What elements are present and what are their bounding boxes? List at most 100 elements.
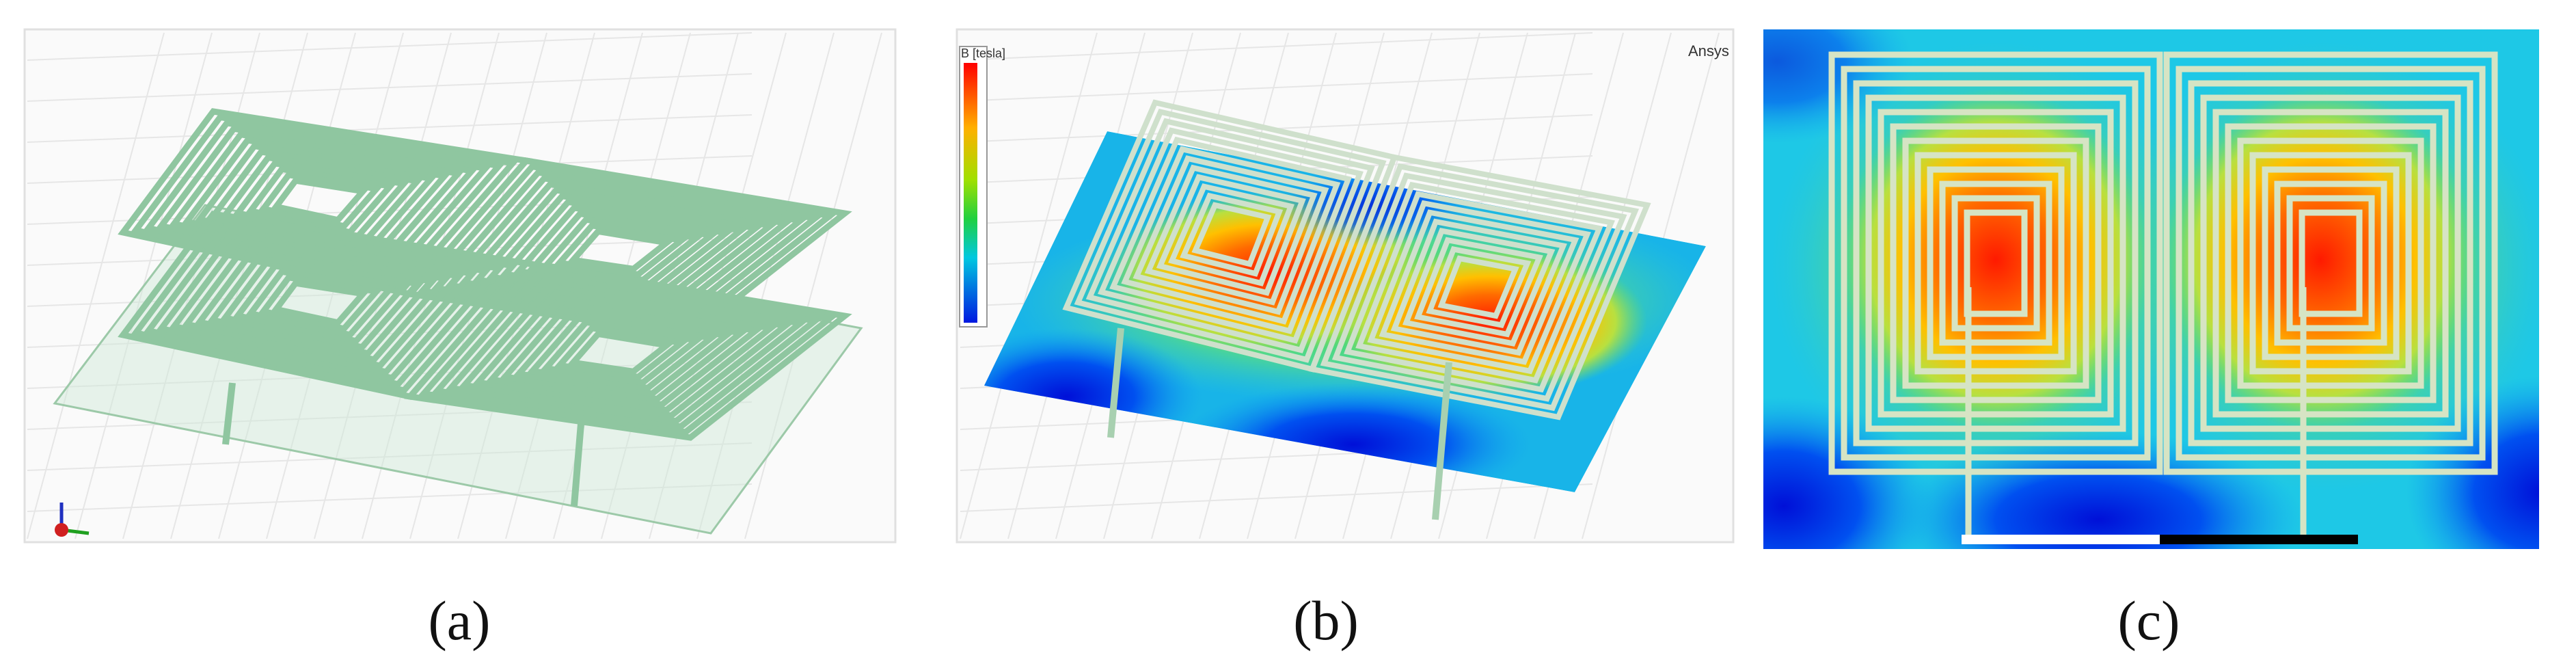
coil-turn <box>1402 228 1556 347</box>
coil-turn <box>1865 94 2126 432</box>
coil-turn <box>1964 209 2028 317</box>
caption: (a) <box>428 589 490 652</box>
coil-turn <box>271 177 369 224</box>
grid-line <box>27 32 753 61</box>
coil-turn <box>1308 154 1651 420</box>
coil-turn <box>258 171 383 230</box>
coil-turn <box>513 307 734 397</box>
coil-turn <box>1074 108 1387 363</box>
coil-turn <box>526 312 719 392</box>
coil-turn <box>181 239 465 369</box>
coil-turn <box>1890 123 2102 403</box>
coil-turn <box>130 216 519 394</box>
coil-turn <box>1902 137 2089 389</box>
axis-triad <box>55 503 90 537</box>
coil-turn <box>1437 255 1519 319</box>
grid-line <box>27 442 753 471</box>
coil-turn <box>1390 218 1567 356</box>
leads <box>1107 328 1452 520</box>
scale-bar-black <box>2160 535 2358 544</box>
coil-turn <box>1877 109 2114 418</box>
coil-turn <box>258 273 383 332</box>
coil-turn <box>2163 51 2498 475</box>
grid-line <box>27 73 753 102</box>
watermark: Ansys <box>1688 42 1729 59</box>
coil-turn <box>2237 137 2424 389</box>
coil-turn <box>2188 80 2473 446</box>
coil-turn <box>1180 192 1284 277</box>
coil-turn <box>1144 164 1318 306</box>
coil-turn <box>418 265 838 436</box>
coils <box>1828 51 2498 540</box>
panel-b: B [tesla] Ansys <box>955 28 1735 544</box>
coil-turn <box>1841 66 2151 461</box>
coil-turn <box>2299 209 2363 317</box>
coil-turn <box>553 222 690 278</box>
coil-turn <box>1085 118 1375 353</box>
coils <box>118 108 852 441</box>
coil-turn <box>2286 195 2375 332</box>
coil-turn <box>2262 166 2400 360</box>
coil-turn <box>1426 246 1532 328</box>
coil-turn <box>1191 202 1272 267</box>
coil-turn <box>485 295 763 408</box>
coil-turn <box>539 319 704 386</box>
coil-turn <box>1355 191 1603 384</box>
coil-turn <box>1914 152 2077 375</box>
coil-turn <box>567 330 675 375</box>
coil-turn <box>1331 172 1627 402</box>
coil-turn <box>1951 195 2040 332</box>
coil-turn <box>499 301 748 403</box>
coil-turn <box>458 283 793 419</box>
coil-turn <box>2212 109 2449 418</box>
coil-turn <box>1927 166 2065 360</box>
grid-line <box>696 32 835 539</box>
grid-line <box>960 32 1593 61</box>
coil-turn <box>1939 181 2052 346</box>
coil-turn <box>1344 181 1616 393</box>
coil-turn <box>2175 66 2486 461</box>
coil-turn <box>206 251 437 357</box>
coil-turn <box>444 277 808 425</box>
coil-turn <box>1097 127 1364 344</box>
grid-line <box>27 32 165 539</box>
legend: B [tesla] <box>959 46 1005 328</box>
grid-line <box>960 32 1098 539</box>
panel-c <box>1763 29 2539 549</box>
coil-turn <box>2249 152 2412 375</box>
coil-turn <box>194 245 451 363</box>
coil-turn <box>2274 181 2387 346</box>
grid-line <box>960 483 1593 512</box>
grid-line <box>218 32 356 539</box>
coil-turn <box>567 228 675 273</box>
legend-scale <box>964 63 977 323</box>
grid-line <box>27 114 753 143</box>
coil-turn <box>1367 200 1591 375</box>
coil-turn <box>1853 80 2139 446</box>
coil-turn <box>156 228 492 382</box>
coil-turn <box>431 271 823 430</box>
coil-turn <box>553 324 690 381</box>
coil-turn <box>1828 51 2163 475</box>
coil-turn <box>1414 237 1543 338</box>
scale-bar-white <box>1962 535 2160 544</box>
coil-turn <box>168 233 478 375</box>
coil-turn <box>1109 136 1353 334</box>
coil-turn <box>245 268 396 338</box>
coil-turn <box>271 280 369 326</box>
coil-turn <box>1168 183 1294 286</box>
coil-turn <box>404 260 852 441</box>
coil-turn <box>143 222 505 388</box>
coil-turn <box>1133 155 1329 315</box>
coils <box>1062 99 1651 420</box>
coil-turn <box>2200 94 2461 432</box>
coil-turn <box>1320 163 1640 412</box>
coil-turn <box>1379 209 1580 365</box>
coil-turn <box>232 263 410 345</box>
coil-turn <box>219 256 424 351</box>
coil-turn <box>245 165 396 236</box>
coil-turn <box>1156 174 1306 296</box>
grid-line <box>960 73 1593 102</box>
